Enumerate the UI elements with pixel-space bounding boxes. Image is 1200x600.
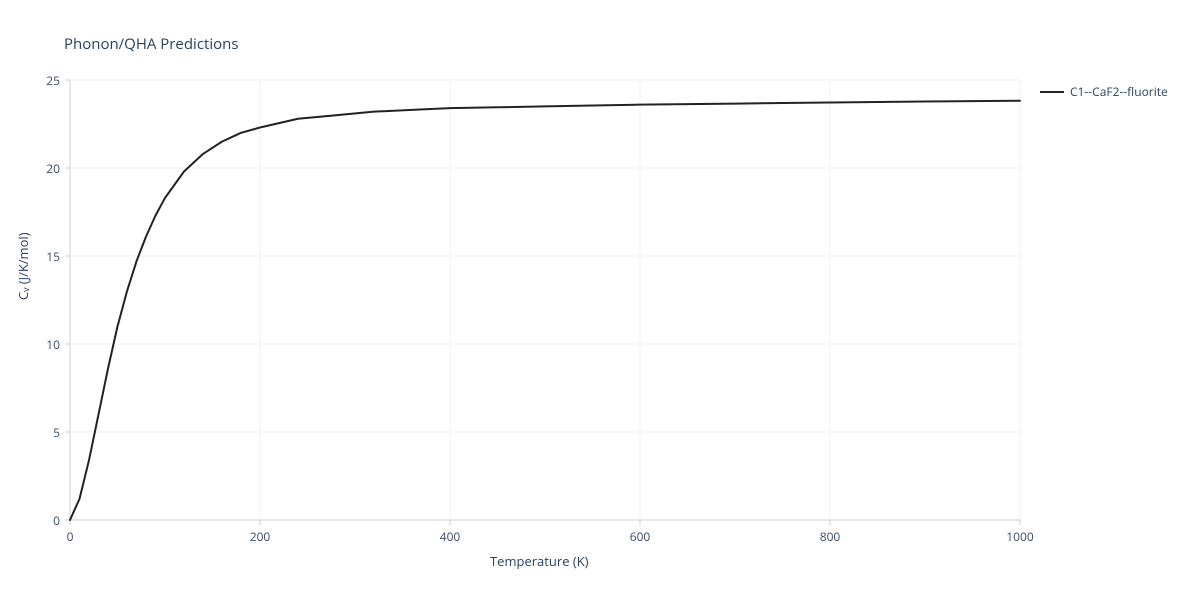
y-tick: 5 [30, 424, 60, 441]
y-axis-label: Cᵥ (J/K/mol) [14, 232, 32, 300]
x-tick: 800 [815, 528, 845, 545]
y-tick: 0 [30, 512, 60, 529]
y-tick: 20 [30, 160, 60, 177]
x-tick: 0 [55, 528, 85, 545]
chart-container: { "chart": { "type": "line", "title": "P… [0, 0, 1200, 600]
x-tick: 400 [435, 528, 465, 545]
x-axis-label: Temperature (K) [490, 552, 589, 570]
x-tick: 600 [625, 528, 655, 545]
plot-area [0, 0, 1200, 600]
y-tick: 10 [30, 336, 60, 353]
legend[interactable]: C1--CaF2--fluorite [1040, 83, 1168, 100]
y-tick: 15 [30, 248, 60, 265]
legend-label: C1--CaF2--fluorite [1070, 83, 1168, 100]
x-tick: 200 [245, 528, 275, 545]
chart-title: Phonon/QHA Predictions [64, 34, 239, 54]
x-tick: 1000 [1005, 528, 1035, 545]
legend-swatch [1040, 91, 1064, 93]
y-tick: 25 [30, 72, 60, 89]
